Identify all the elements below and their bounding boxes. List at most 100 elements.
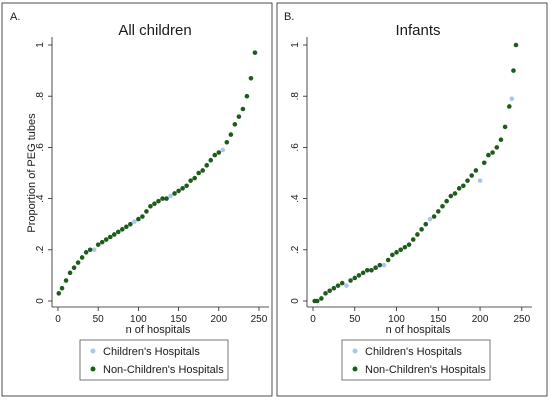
panel-b-x-axis-label: n of hospitals: [386, 324, 451, 336]
panel-a-point-non-childrens: [192, 175, 197, 181]
panel-b-x-tick-label: 200: [472, 314, 489, 325]
panel-a-point-non-childrens: [204, 163, 210, 168]
panel-b-x-tick-label: 150: [430, 314, 447, 325]
panel-a-point-non-childrens: [180, 186, 185, 191]
panel-a-x-tick-label: 250: [251, 314, 268, 325]
panel-b-points: [312, 42, 519, 304]
panel-b-point-non-childrens: [440, 203, 445, 209]
panel-b-axes: 0 .2 .4 .6 .8 1 0 50 100 150 200 250: [290, 37, 532, 325]
panel-a-axes: 0 .2 .4 .6 .8 1 0 50 100 150 200 250: [35, 37, 269, 325]
panel-b-point-non-childrens: [456, 186, 462, 191]
panel-a-point-non-childrens: [63, 278, 69, 283]
panel-a-y-tick-label: .4: [35, 194, 46, 203]
panel-a-y-tick-label: .6: [35, 143, 46, 152]
panel-a-point-non-childrens: [252, 50, 258, 55]
panel-a-point-non-childrens: [228, 132, 234, 137]
panel-b-legend-box: [341, 339, 491, 381]
panel-b-point-non-childrens: [415, 232, 420, 237]
panel-b-point-childrens: [509, 96, 515, 102]
panel-a-point-non-childrens: [244, 93, 250, 99]
panel-a-y-tick-label: .2: [35, 245, 46, 254]
panel-a-point-non-childrens: [87, 247, 93, 253]
panel-b-point-non-childrens: [506, 104, 512, 109]
panel-a-legend-marker-non-childrens: [90, 366, 96, 372]
panel-b-point-non-childrens: [352, 275, 358, 281]
panel-a-legend: Children's Hospitals Non-Children's Hosp…: [79, 339, 229, 381]
panel-b-legend-label-non-childrens: Non-Children's Hospitals: [365, 364, 486, 376]
panel-b-letter: B.: [284, 11, 294, 23]
panel-b-point-non-childrens: [486, 152, 491, 158]
panel-b-point-non-childrens: [356, 273, 362, 278]
panel-a-point-non-childrens: [208, 157, 214, 163]
panel-b-point-non-childrens: [319, 296, 324, 301]
panel-a-y-tick-label: .8: [35, 92, 46, 101]
panel-a-point-non-childrens: [67, 270, 73, 276]
panel-a-point-non-childrens: [59, 285, 65, 291]
panel-a-point-non-childrens: [83, 250, 89, 255]
panel-a-legend-box: [79, 339, 229, 381]
panel-a-x-tick-label: 0: [55, 314, 61, 325]
panel-a-x-tick-label: 100: [130, 314, 147, 325]
panel-a-point-non-childrens: [160, 196, 165, 201]
panel-a-point-non-childrens: [232, 122, 238, 127]
panel-b-point-childrens: [427, 216, 433, 222]
panel-b-point-non-childrens: [327, 288, 333, 294]
panel-a-x-tick-label: 50: [93, 314, 105, 325]
panel-a-point-childrens: [91, 247, 97, 253]
panel-b-point-non-childrens: [323, 291, 328, 296]
panel-b-point-non-childrens: [481, 160, 487, 166]
panel-b-point-non-childrens: [385, 257, 391, 263]
panel-a-point-non-childrens: [248, 75, 254, 81]
panel-a-point-non-childrens: [176, 188, 181, 194]
panel-b-y-tick-label: .6: [290, 143, 301, 152]
panel-b-point-non-childrens: [394, 250, 399, 255]
panel-a-point-non-childrens: [140, 214, 145, 219]
panel-a-point-non-childrens: [200, 168, 206, 173]
panel-a-point-non-childrens: [111, 232, 117, 237]
panel-b-point-non-childrens: [314, 298, 320, 304]
panel-b-point-non-childrens: [494, 145, 500, 150]
panel-b-point-non-childrens: [465, 178, 470, 183]
panel-b-point-non-childrens: [369, 267, 374, 273]
panel-a-point-non-childrens: [216, 150, 222, 155]
panel-a-point-non-childrens: [75, 260, 81, 265]
panel-a-y-tick-label: 1: [35, 42, 46, 48]
panel-b-point-non-childrens: [373, 265, 378, 271]
panel-b-point-non-childrens: [360, 270, 366, 276]
panel-a-point-non-childrens: [212, 152, 218, 158]
panel-b-point-childrens: [381, 262, 387, 268]
panel-b-x-tick-label: 0: [310, 314, 316, 325]
panel-b-point-non-childrens: [406, 242, 412, 247]
panel-a-point-non-childrens: [184, 183, 189, 189]
panel-a-point-non-childrens: [236, 114, 242, 119]
panel-b-y-tick-label: .2: [290, 245, 301, 254]
panel-b-point-non-childrens: [511, 68, 516, 73]
panel-b-point-non-childrens: [364, 267, 370, 273]
panel-b-legend-marker-non-childrens: [352, 366, 358, 372]
panel-b-y-tick-label: 0: [290, 298, 301, 304]
panel-a-point-non-childrens: [115, 229, 121, 235]
panel-a-x-tick-label: 200: [210, 314, 227, 325]
panel-a-letter: A.: [10, 11, 20, 23]
panel-a-point-non-childrens: [224, 139, 230, 145]
panel-a-legend-marker-childrens: [90, 348, 96, 354]
panel-a-point-non-childrens: [95, 242, 101, 247]
panel-b-x-tick-label: 50: [349, 314, 361, 325]
panel-b-x-tick-label: 250: [513, 314, 530, 325]
panel-b-point-non-childrens: [435, 209, 441, 214]
panel-a-point-childrens: [220, 147, 226, 153]
panel-b-point-non-childrens: [331, 285, 337, 291]
panel-b-point-non-childrens: [390, 252, 395, 258]
panel-b-point-non-childrens: [419, 227, 424, 232]
panel-b-point-non-childrens: [461, 183, 466, 189]
panel-b-point-non-childrens: [473, 168, 479, 173]
panel-b-legend-marker-childrens: [352, 348, 358, 354]
panel-b-point-non-childrens: [423, 221, 429, 227]
panel-a-point-non-childrens: [240, 106, 246, 112]
panel-a-point-non-childrens: [124, 224, 129, 230]
panel-b-point-non-childrens: [469, 173, 475, 178]
panel-b-point-non-childrens: [498, 137, 504, 143]
panel-a-point-non-childrens: [79, 255, 85, 260]
panel-a-point-non-childrens: [164, 196, 169, 201]
